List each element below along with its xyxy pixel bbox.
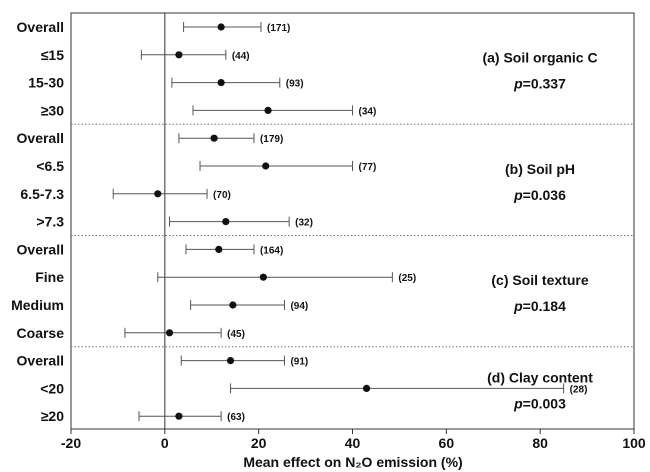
error-bar <box>171 77 281 88</box>
sample-size-label: (77) <box>359 162 377 173</box>
sample-size-label: (70) <box>213 190 231 201</box>
category-label: ≤15 <box>41 47 64 63</box>
p-symbol: p <box>513 187 523 203</box>
sample-size-label: (32) <box>295 218 313 229</box>
group-title: (b) Soil pH <box>505 161 575 177</box>
sample-size-label: (94) <box>290 301 308 312</box>
category-label: Medium <box>11 297 64 313</box>
category-label: <20 <box>40 380 64 396</box>
group-p-value: p=0.184 <box>513 298 566 314</box>
sample-size-label: (44) <box>232 51 250 62</box>
p-value-text: =0.184 <box>523 298 566 314</box>
category-label: >7.3 <box>36 214 64 230</box>
mean-point <box>264 106 272 114</box>
p-value-text: =0.036 <box>523 187 566 203</box>
category-label: ≥30 <box>41 102 64 118</box>
sample-size-label: (63) <box>227 412 245 423</box>
mean-point <box>154 190 162 198</box>
mean-point <box>229 301 237 309</box>
group-p-value: p=0.036 <box>513 187 566 203</box>
x-tick-label: 60 <box>439 435 455 451</box>
mean-point <box>222 218 230 226</box>
x-tick-label: 40 <box>345 435 361 451</box>
mean-point <box>262 162 270 170</box>
mean-point <box>215 245 223 253</box>
category-label: Coarse <box>17 325 65 341</box>
p-value-text: =0.337 <box>523 76 566 92</box>
category-label: 6.5-7.3 <box>20 186 64 202</box>
group-title: (d) Clay content <box>487 369 593 385</box>
category-label: ≥20 <box>41 408 64 424</box>
sample-size-label: (171) <box>267 23 290 34</box>
sample-size-label: (28) <box>570 384 588 395</box>
error-bar <box>157 272 393 283</box>
x-tick-label: 80 <box>532 435 548 451</box>
mean-point <box>259 273 267 281</box>
sample-size-label: (34) <box>359 106 377 117</box>
error-bar <box>140 49 227 60</box>
x-tick-label: 100 <box>622 435 646 451</box>
category-label: Overall <box>17 19 64 35</box>
mean-point <box>210 134 218 142</box>
mean-point <box>165 329 174 337</box>
x-tick-label: -20 <box>61 435 81 451</box>
p-symbol: p <box>513 298 523 314</box>
category-label: Overall <box>17 130 64 146</box>
category-label: 15-30 <box>28 75 64 91</box>
mean-point <box>226 357 235 365</box>
sample-size-label: (93) <box>286 79 304 90</box>
x-tick-label: 0 <box>161 435 169 451</box>
error-bar <box>190 300 285 310</box>
sample-size-label: (91) <box>290 357 308 368</box>
category-label: Overall <box>17 353 64 369</box>
sample-size-label: (25) <box>398 273 416 284</box>
p-symbol: p <box>513 395 523 411</box>
x-axis-title: Mean effect on N₂O emission (%) <box>243 454 462 470</box>
group-p-value: p=0.003 <box>513 395 566 411</box>
mean-point <box>217 79 225 87</box>
category-label: Overall <box>17 241 64 257</box>
mean-point <box>217 23 225 31</box>
category-label: <6.5 <box>36 158 64 174</box>
p-value-text: =0.003 <box>523 395 566 411</box>
p-symbol: p <box>513 76 523 92</box>
group-title: (c) Soil texture <box>491 272 588 288</box>
sample-size-label: (45) <box>227 329 245 340</box>
mean-point <box>175 412 183 420</box>
sample-size-label: (179) <box>260 134 283 145</box>
group-p-value: p=0.337 <box>513 76 566 92</box>
error-bar <box>199 161 353 171</box>
error-bar <box>192 105 353 116</box>
group-title: (a) Soil organic C <box>482 50 597 66</box>
mean-point <box>175 51 183 59</box>
error-bar <box>230 383 565 394</box>
category-label: Fine <box>35 269 64 285</box>
sample-size-label: (164) <box>260 245 283 256</box>
mean-point <box>362 384 371 392</box>
x-tick-label: 20 <box>251 435 267 451</box>
